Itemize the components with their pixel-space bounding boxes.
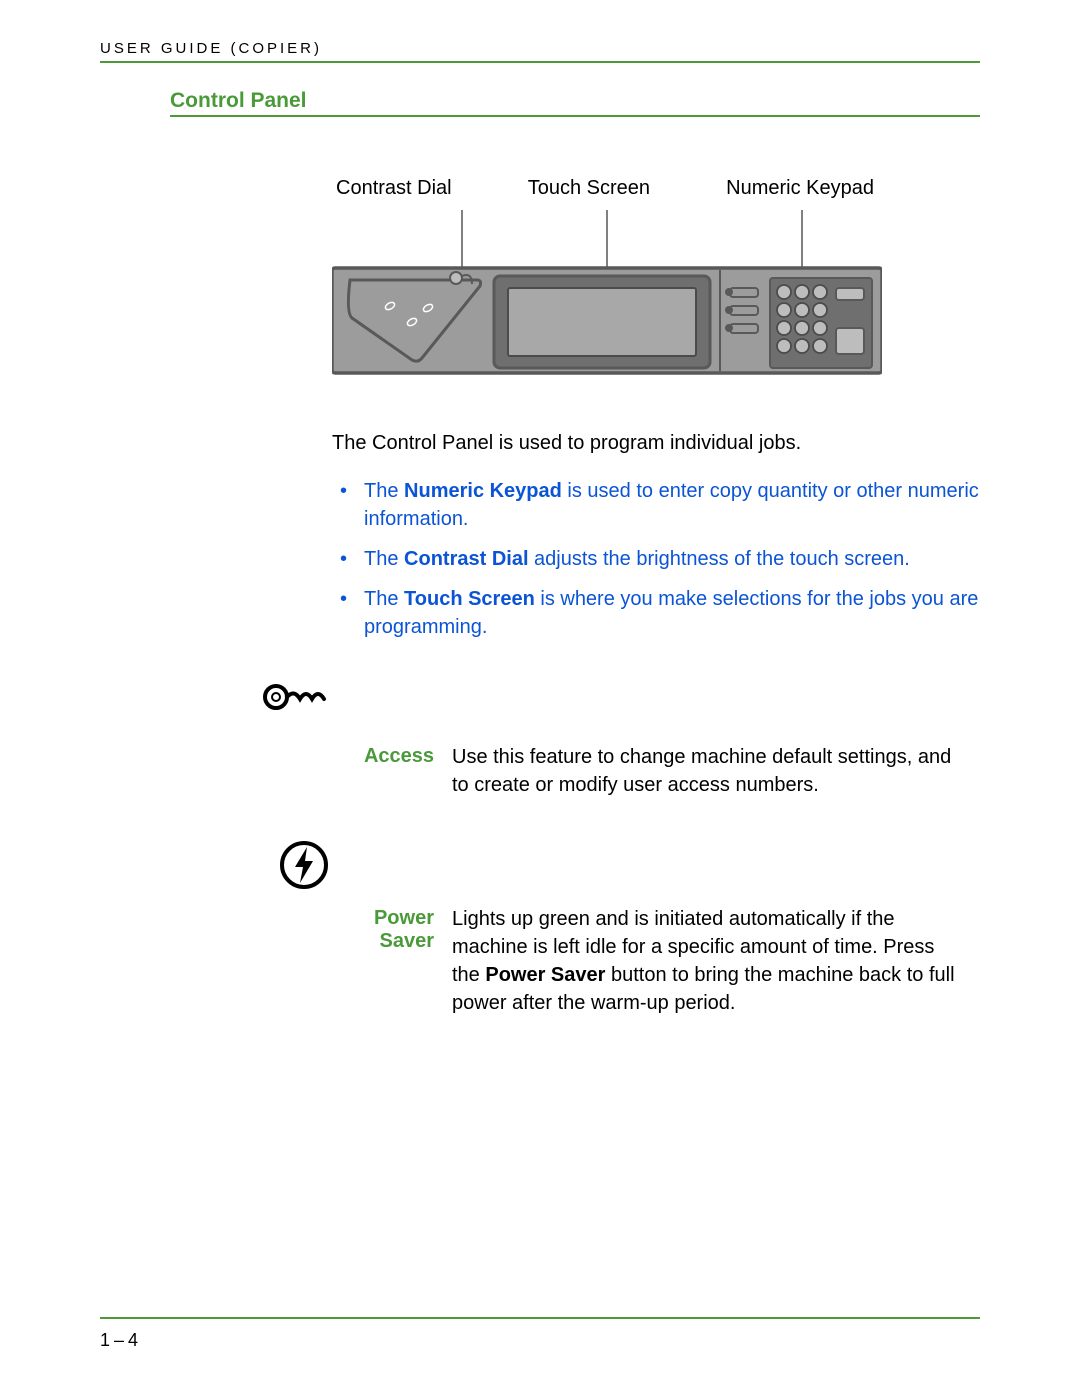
power-desc-bold: Power Saver: [485, 964, 605, 986]
bullet-2: The Contrast Dial adjusts the brightness…: [332, 545, 980, 573]
bullet-list: The Numeric Keypad is used to enter copy…: [332, 477, 980, 641]
section-title: Control Panel: [170, 89, 980, 113]
label-numeric-keypad: Numeric Keypad: [726, 177, 874, 200]
power-icon-row: [220, 839, 960, 897]
b1-bold: Numeric Keypad: [404, 480, 562, 502]
power-label: Power Saver: [340, 905, 452, 1017]
bullet-1: The Numeric Keypad is used to enter copy…: [332, 477, 980, 533]
access-desc: Use this feature to change machine defau…: [452, 743, 960, 799]
access-feature: Access Use this feature to change machin…: [220, 743, 960, 799]
b2-bold: Contrast Dial: [404, 548, 528, 570]
intro-text: The Control Panel is used to program ind…: [332, 429, 980, 457]
b3-bold: Touch Screen: [404, 588, 535, 610]
access-label: Access: [340, 743, 452, 799]
diagram-labels: Contrast Dial Touch Screen Numeric Keypa…: [332, 177, 882, 200]
control-panel-diagram: Contrast Dial Touch Screen Numeric Keypa…: [332, 177, 882, 385]
b1-pre: The: [364, 480, 404, 502]
key-icon: [262, 677, 330, 717]
power-feature: Power Saver Lights up green and is initi…: [220, 905, 960, 1017]
header-rule: [100, 61, 980, 63]
bullet-3: The Touch Screen is where you make selec…: [332, 585, 980, 641]
b2-pre: The: [364, 548, 404, 570]
title-rule: [170, 115, 980, 117]
header-text: USER GUIDE (COPIER): [100, 40, 980, 57]
document-page: USER GUIDE (COPIER) Control Panel Contra…: [0, 0, 1080, 1397]
power-desc: Lights up green and is initiated automat…: [452, 905, 960, 1017]
footer-page-number: 1–4: [100, 1330, 142, 1351]
label-touch-screen: Touch Screen: [528, 177, 650, 200]
power-saver-icon: [278, 839, 330, 891]
b2-post: adjusts the brightness of the touch scre…: [529, 548, 910, 570]
b3-pre: The: [364, 588, 404, 610]
panel-illustration: [332, 210, 882, 385]
footer-rule: [100, 1317, 980, 1319]
access-icon-row: [220, 677, 960, 735]
label-contrast-dial: Contrast Dial: [336, 177, 452, 200]
